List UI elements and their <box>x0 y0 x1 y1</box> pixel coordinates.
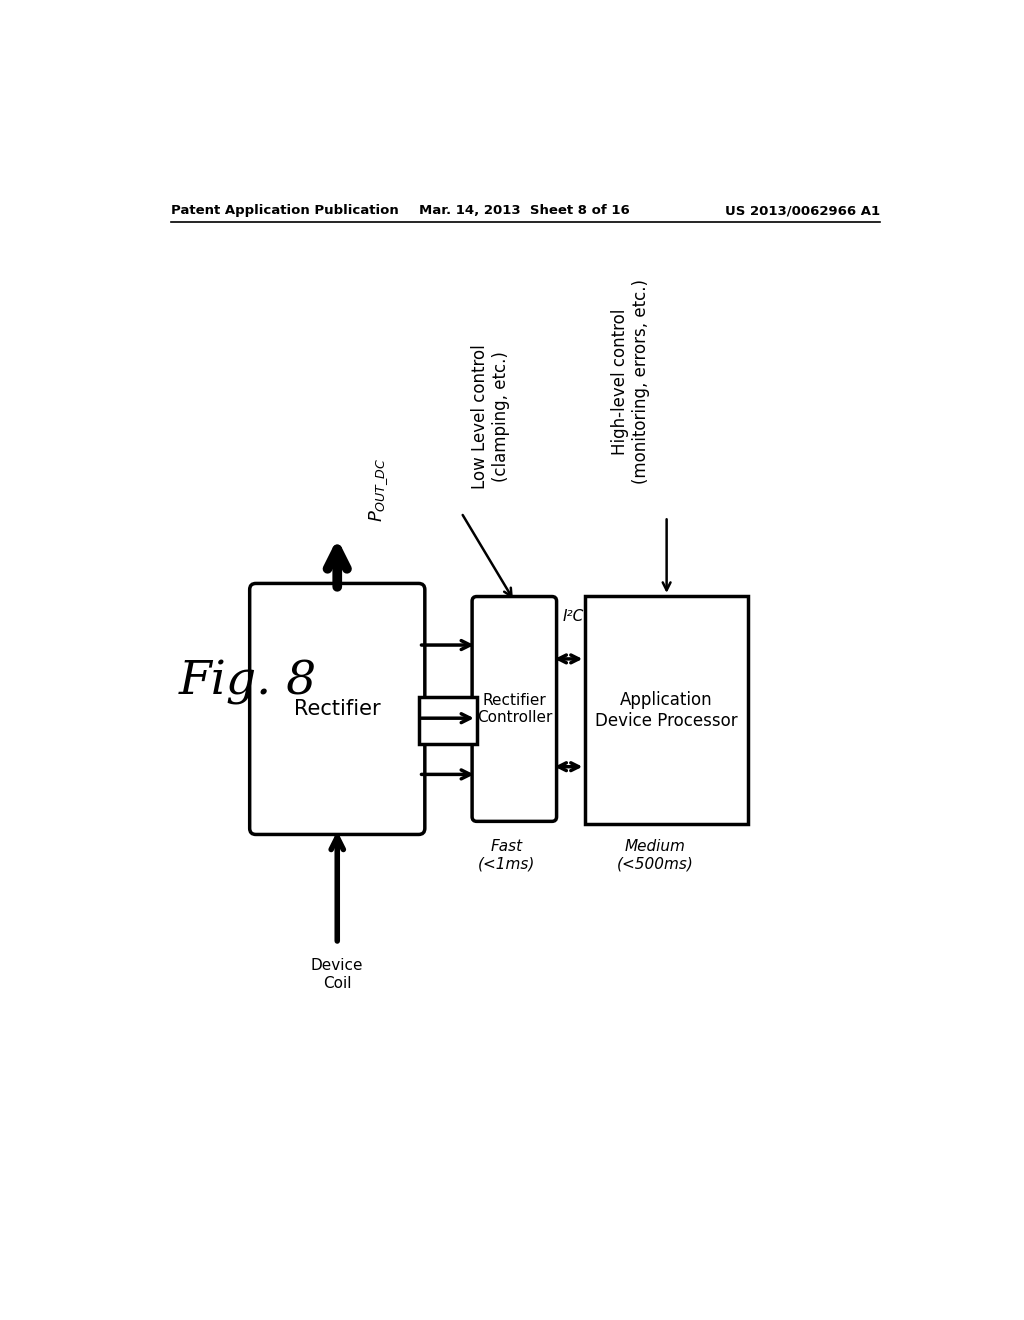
FancyBboxPatch shape <box>472 597 557 821</box>
Text: Application
Device Processor: Application Device Processor <box>595 690 738 730</box>
Text: $P_{OUT\_DC}$: $P_{OUT\_DC}$ <box>368 457 389 521</box>
Text: Rectifier: Rectifier <box>294 700 381 719</box>
Text: I²C: I²C <box>563 609 585 624</box>
Bar <box>419 697 477 743</box>
Bar <box>586 595 748 825</box>
Text: Rectifier
Controller: Rectifier Controller <box>476 693 552 725</box>
Text: Medium
(<500ms): Medium (<500ms) <box>616 840 693 871</box>
Text: Device
Coil: Device Coil <box>311 958 364 991</box>
Text: High-level control
(monitoring, errors, etc.): High-level control (monitoring, errors, … <box>610 280 649 484</box>
FancyBboxPatch shape <box>250 583 425 834</box>
Text: Patent Application Publication: Patent Application Publication <box>171 205 398 218</box>
Text: Fig. 8: Fig. 8 <box>179 660 317 705</box>
Text: Fast
(<1ms): Fast (<1ms) <box>478 840 536 871</box>
Text: US 2013/0062966 A1: US 2013/0062966 A1 <box>725 205 880 218</box>
Text: Low Level control
(clamping, etc.): Low Level control (clamping, etc.) <box>471 345 510 488</box>
Text: Mar. 14, 2013  Sheet 8 of 16: Mar. 14, 2013 Sheet 8 of 16 <box>420 205 630 218</box>
